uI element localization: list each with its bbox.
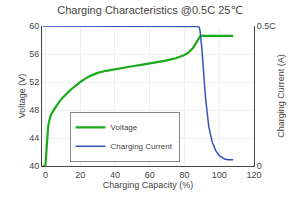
svg-text:56: 56 [29,49,39,59]
svg-text:120: 120 [246,170,261,180]
svg-text:0: 0 [257,161,262,171]
svg-text:0.5C: 0.5C [257,21,277,31]
svg-text:Charging Current (A): Charging Current (A) [276,54,286,138]
svg-text:40: 40 [29,161,39,171]
svg-text:44: 44 [29,133,39,143]
svg-text:60: 60 [145,170,155,180]
svg-text:0: 0 [43,170,48,180]
svg-text:Voltage (V): Voltage (V) [17,74,27,119]
svg-text:20: 20 [75,170,85,180]
svg-text:Charging Characteristics @0.5C: Charging Characteristics @0.5C 25℃ [57,4,243,16]
svg-text:Voltage: Voltage [111,123,138,132]
svg-text:48: 48 [29,105,39,115]
svg-text:Charging Capacity (%): Charging Capacity (%) [103,180,194,190]
svg-text:Charging Current: Charging Current [111,142,173,151]
svg-text:60: 60 [29,21,39,31]
svg-text:80: 80 [179,170,189,180]
svg-text:40: 40 [110,170,120,180]
svg-text:52: 52 [29,77,39,87]
svg-text:100: 100 [212,170,227,180]
